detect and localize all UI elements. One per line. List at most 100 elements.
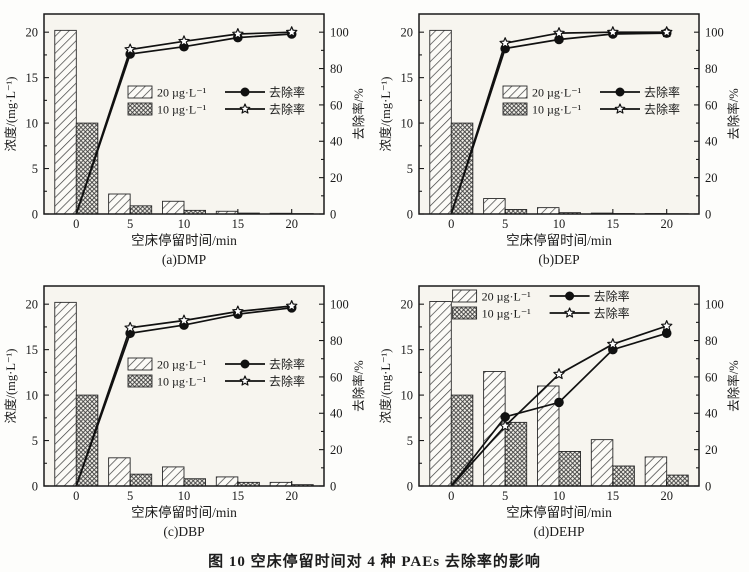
svg-text:20 µg·L⁻¹: 20 µg·L⁻¹ [532,86,582,100]
svg-text:去除率: 去除率 [644,85,680,100]
svg-text:10 µg·L⁻¹: 10 µg·L⁻¹ [157,375,207,389]
svg-text:10 µg·L⁻¹: 10 µg·L⁻¹ [481,307,531,321]
svg-text:0: 0 [330,207,336,221]
svg-text:20 µg·L⁻¹: 20 µg·L⁻¹ [157,86,207,100]
legend: 20 µg·L⁻¹ 去除率 10 µg·L⁻¹ 去除率 [127,85,305,117]
tick-labels: 0 5 10 15 20 0 5 10 15 20 0 20 40 60 80 100 [26,26,349,231]
subplot-d-dehp: 0 5 10 15 20 0 5 10 15 20 0 20 40 60 80 100 浓度/(mg·L⁻¹) 去… [379,285,741,539]
tick-labels: 0 5 10 15 20 0 5 10 15 20 0 20 40 60 80 100 [26,298,349,503]
axes-ticks [44,31,324,215]
subplot-a-dmp: 0 5 10 15 20 0 5 10 15 20 0 20 40 60 80 100 浓度/(mg·L⁻¹) 去… [4,13,366,267]
svg-text:10: 10 [26,388,39,402]
removal-lines [450,320,672,487]
svg-text:60: 60 [330,98,343,112]
svg-text:15: 15 [400,71,413,85]
y-axis-label-right: 去除率/% [351,88,366,139]
subplot-c-dbp: 0 5 10 15 20 0 5 10 15 20 0 20 40 60 80 100 浓度/(mg·L⁻¹) 去… [4,285,366,539]
svg-text:100: 100 [330,298,349,312]
subplot-label: (a)DMP [162,252,206,267]
svg-text:15: 15 [606,217,619,231]
svg-text:15: 15 [400,343,413,357]
svg-text:去除率: 去除率 [593,289,629,304]
figure-caption: 图 10 空床停留时间对 4 种 PAEs 去除率的影响 [208,554,541,570]
svg-text:15: 15 [26,71,39,85]
tick-labels: 0 5 10 15 20 0 5 10 15 20 0 20 40 60 80 100 [400,298,723,503]
svg-text:5: 5 [502,489,508,503]
svg-text:15: 15 [232,489,245,503]
svg-text:20: 20 [26,298,39,312]
svg-text:20: 20 [330,443,343,457]
svg-text:20: 20 [285,489,298,503]
subplot-b-dep: 0 5 10 15 20 0 5 10 15 20 0 20 40 60 80 100 浓度/(mg·L⁻¹) 去… [379,13,741,267]
svg-text:10 µg·L⁻¹: 10 µg·L⁻¹ [532,103,582,117]
svg-text:10: 10 [400,116,413,130]
svg-text:0: 0 [406,207,412,221]
x-axis-label: 空床停留时间/min [131,504,237,520]
svg-text:0: 0 [705,207,711,221]
removal-lines [449,26,672,215]
svg-text:0: 0 [73,217,79,231]
svg-text:60: 60 [330,370,343,384]
x-axis-label: 空床停留时间/min [131,232,237,248]
svg-text:100: 100 [330,26,349,40]
svg-text:去除率: 去除率 [644,102,680,117]
y-axis-label-right: 去除率/% [726,360,741,411]
x-axis-label: 空床停留时间/min [506,232,612,248]
svg-text:60: 60 [705,370,718,384]
svg-text:20: 20 [26,26,39,40]
axes-ticks [418,303,699,487]
svg-text:5: 5 [127,489,133,503]
legend: 20 µg·L⁻¹ 去除率 10 µg·L⁻¹ 去除率 [451,289,629,321]
svg-text:0: 0 [705,479,711,493]
y-axis-label-right: 去除率/% [351,360,366,411]
removal-lines [75,26,298,215]
svg-text:5: 5 [502,217,508,231]
y-axis-label-left: 浓度/(mg·L⁻¹) [4,77,18,152]
svg-text:10 µg·L⁻¹: 10 µg·L⁻¹ [157,103,207,117]
svg-text:5: 5 [406,434,412,448]
svg-text:去除率: 去除率 [269,357,305,372]
svg-text:20: 20 [705,443,718,457]
svg-text:10: 10 [26,116,39,130]
subplot-label: (c)DBP [163,524,204,539]
svg-text:15: 15 [606,489,619,503]
svg-text:60: 60 [705,98,718,112]
subplot-label: (b)DEP [538,252,579,267]
y-axis-label-right: 去除率/% [726,88,741,139]
bars [428,29,689,215]
x-axis-label: 空床停留时间/min [506,504,612,520]
svg-text:40: 40 [705,407,718,421]
svg-text:20: 20 [705,171,718,185]
svg-text:去除率: 去除率 [269,102,305,117]
svg-text:5: 5 [127,217,133,231]
svg-text:20: 20 [660,217,673,231]
svg-text:80: 80 [330,334,343,348]
y-axis-label-left: 浓度/(mg·L⁻¹) [4,349,18,424]
axes-ticks [418,31,699,215]
svg-text:20: 20 [400,26,413,40]
svg-text:15: 15 [26,343,39,357]
tick-labels: 0 5 10 15 20 0 5 10 15 20 0 20 40 60 80 100 [400,26,723,231]
svg-text:80: 80 [705,334,718,348]
svg-text:20: 20 [330,171,343,185]
svg-text:10: 10 [178,217,191,231]
svg-text:去除率: 去除率 [269,374,305,389]
svg-text:20 µg·L⁻¹: 20 µg·L⁻¹ [157,358,207,372]
charts-grid: 0 5 10 15 20 0 5 10 15 20 0 20 40 60 80 100 浓度/(mg·L⁻¹) 去… [4,13,741,539]
svg-text:40: 40 [330,135,343,149]
removal-lines [75,300,298,487]
svg-text:100: 100 [705,26,724,40]
axes-ticks [44,303,324,487]
svg-text:20 µg·L⁻¹: 20 µg·L⁻¹ [481,290,531,304]
svg-text:0: 0 [406,479,412,493]
svg-text:0: 0 [330,479,336,493]
svg-text:20: 20 [285,217,298,231]
svg-text:0: 0 [448,489,454,503]
svg-text:0: 0 [32,207,38,221]
svg-text:10: 10 [552,489,565,503]
svg-text:5: 5 [32,434,38,448]
svg-text:0: 0 [32,479,38,493]
y-axis-label-left: 浓度/(mg·L⁻¹) [379,77,393,152]
subplot-label: (d)DEHP [533,524,584,539]
